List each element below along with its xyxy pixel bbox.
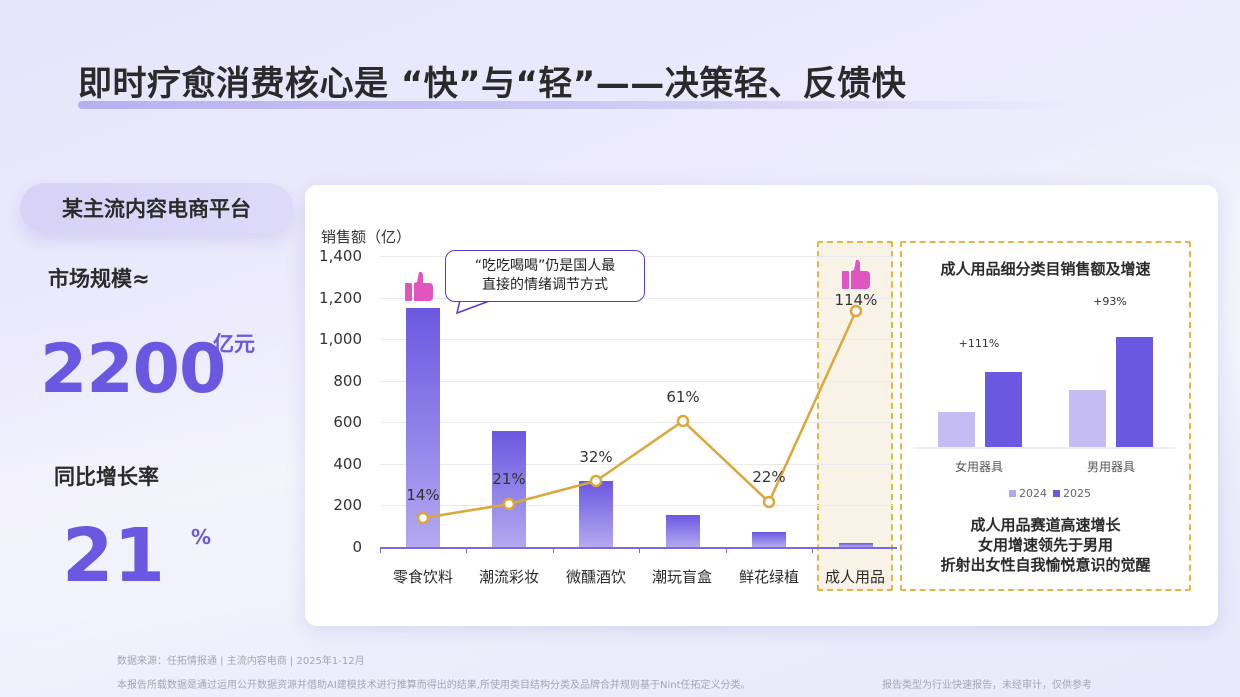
x-label: 潮流彩妆 <box>478 568 539 586</box>
growth-rate-unit: % <box>191 525 212 549</box>
x-label: 潮玩盲盒 <box>651 568 712 586</box>
gridline <box>380 505 895 506</box>
title-underline <box>78 101 1078 109</box>
axis-tick <box>553 547 554 553</box>
x-label: 成人用品 <box>824 568 885 586</box>
footer-source: 数据来源：任拓情报通 | 主流内容电商 | 2025年1-12月 <box>117 656 365 667</box>
growth-label: 21% <box>492 470 526 488</box>
legend-2025: 2025 <box>1063 487 1091 500</box>
y-tick: 1,400 <box>319 247 362 265</box>
legend-2024: 2024 <box>1019 487 1047 500</box>
bar-flowers <box>752 532 786 547</box>
footer-note: 报告类型为行业快速报告，未经审计，仅供参考 <box>882 680 1092 691</box>
x-axis <box>380 547 897 549</box>
x-label: 微醺酒饮 <box>565 568 626 586</box>
x-label: 零食饮料 <box>392 568 453 586</box>
callout-line-1: “吃吃喝喝”仍是国人最 <box>474 258 616 274</box>
footer-disclaimer: 本报告所载数据是通过运用公开数据资源并借助AI建模技术进行推算而得出的结果,所使… <box>117 680 751 691</box>
bar-blind-box <box>666 515 700 547</box>
sub-x-label: 男用器具 <box>1086 460 1135 474</box>
axis-tick <box>639 547 640 553</box>
gridline <box>380 381 895 382</box>
legend-swatch-2024 <box>1009 490 1016 497</box>
y-axis-label: 销售额（亿） <box>321 228 412 246</box>
growth-rate-value: 21 <box>62 513 165 599</box>
y-tick: 1,200 <box>319 289 362 307</box>
sub-bar-male-2025 <box>1116 337 1153 447</box>
market-size-value: 2200 <box>40 330 226 409</box>
sub-growth-female: +111% <box>958 337 1000 350</box>
sub-chart-title: 成人用品细分类目销售额及增速 <box>940 260 1151 278</box>
sub-chart-baseline <box>913 447 1175 449</box>
legend-swatch-2025 <box>1053 490 1060 497</box>
bar-alcohol <box>579 481 613 547</box>
sub-bar-female-2024 <box>938 412 975 447</box>
conclusion-line-3: 折射出女性自我愉悦意识的觉醒 <box>940 556 1151 574</box>
bar-adult <box>839 543 873 547</box>
growth-label: 32% <box>579 448 613 466</box>
sub-bar-male-2024 <box>1069 390 1106 447</box>
page-title: 即时疗愈消费核心是 “快”与“轻”——决策轻、反馈快 <box>78 64 907 104</box>
sub-bar-female-2025 <box>985 372 1022 447</box>
sub-legend: 2024 2025 <box>1009 487 1091 500</box>
sub-growth-male: +93% <box>1093 295 1127 308</box>
gridline <box>380 339 895 340</box>
gridline <box>380 422 895 423</box>
sub-x-label: 女用器具 <box>954 460 1003 474</box>
callout-line-2: 直接的情绪调节方式 <box>482 277 608 293</box>
growth-rate-label: 同比增长率 <box>54 465 159 489</box>
axis-tick <box>812 547 813 553</box>
market-size-label: 市场规模≈ <box>48 267 150 291</box>
growth-label: 114% <box>834 291 878 309</box>
bar-snacks <box>406 308 440 547</box>
callout-bubble: “吃吃喝喝”仍是国人最 直接的情绪调节方式 <box>445 250 645 302</box>
growth-label: 14% <box>406 486 440 504</box>
axis-tick <box>466 547 467 553</box>
y-tick: 400 <box>333 455 362 473</box>
y-tick: 800 <box>333 372 362 390</box>
y-tick: 600 <box>333 413 362 431</box>
axis-tick <box>380 547 381 553</box>
gridline <box>380 464 895 465</box>
axis-tick <box>726 547 727 553</box>
y-tick: 200 <box>333 496 362 514</box>
bar-cosmetics <box>492 431 526 547</box>
conclusion-line-1: 成人用品赛道高速增长 <box>970 516 1121 534</box>
x-label: 鲜花绿植 <box>738 568 799 586</box>
y-tick: 1,000 <box>319 330 362 348</box>
growth-label: 61% <box>666 388 700 406</box>
growth-label: 22% <box>752 468 786 486</box>
y-tick: 0 <box>352 538 362 556</box>
conclusion-line-2: 女用增速领先于男用 <box>977 536 1113 554</box>
platform-badge: 某主流内容电商平台 <box>20 183 293 233</box>
market-size-unit: 亿元 <box>213 332 255 356</box>
